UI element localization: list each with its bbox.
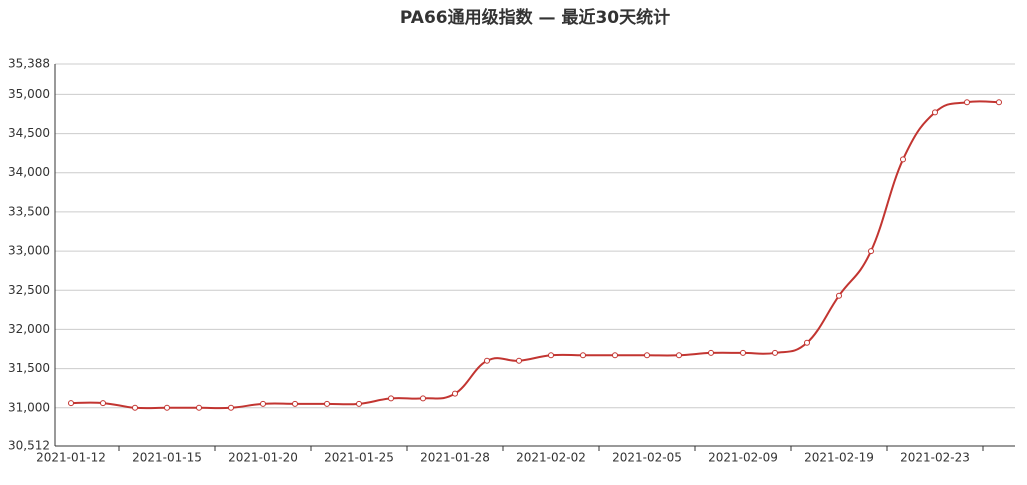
data-point (420, 395, 426, 402)
data-point (548, 352, 554, 359)
data-point (772, 349, 778, 356)
y-tick-label: 35,000 (8, 87, 50, 101)
series-line (70, 100, 1000, 410)
data-point (452, 390, 458, 397)
data-point (644, 352, 650, 359)
x-tick-label: 2021-01-20 (228, 451, 298, 465)
data-point (612, 352, 618, 359)
data-point (932, 109, 938, 116)
data-point (804, 339, 810, 346)
y-tick-label: 34,500 (8, 126, 50, 140)
x-tick-label: 2021-01-25 (324, 451, 394, 465)
y-tick-label: 32,000 (8, 322, 50, 336)
data-point (132, 404, 138, 411)
data-point (260, 400, 266, 407)
data-point (164, 404, 170, 411)
data-point (900, 156, 906, 163)
data-point (836, 292, 842, 299)
x-tick-label: 2021-02-02 (516, 451, 586, 465)
y-tick-label: 32,500 (8, 283, 50, 297)
data-point (996, 99, 1002, 106)
y-tick-label: 33,000 (8, 244, 50, 258)
x-tick-label: 2021-01-12 (36, 451, 106, 465)
y-tick-label: 31,000 (8, 400, 50, 414)
data-point (580, 352, 586, 359)
x-tick-label: 2021-02-23 (900, 451, 970, 465)
data-point (964, 99, 970, 106)
data-point (356, 400, 362, 407)
y-tick-label: 33,500 (8, 204, 50, 218)
data-point (100, 400, 106, 407)
data-point (196, 404, 202, 411)
x-tick-label: 2021-02-09 (708, 451, 778, 465)
y-tick-label: 34,000 (8, 165, 50, 179)
data-point (676, 352, 682, 359)
data-point (228, 404, 234, 411)
chart-title: PA66通用级指数 — 最近30天统计 (400, 7, 670, 28)
data-point (68, 400, 74, 407)
data-point (708, 349, 714, 356)
data-point (868, 248, 874, 255)
x-tick-label: 2021-01-15 (132, 451, 202, 465)
data-point (324, 400, 330, 407)
data-point (292, 400, 298, 407)
x-tick-label: 2021-01-28 (420, 451, 490, 465)
x-tick-label: 2021-02-05 (612, 451, 682, 465)
y-tick-label: 35,388 (8, 57, 50, 71)
y-tick-label: 30,512 (8, 439, 50, 453)
y-tick-label: 31,500 (8, 361, 50, 375)
data-point (484, 357, 490, 364)
data-point (740, 349, 746, 356)
x-tick-label: 2021-02-19 (804, 451, 874, 465)
data-point (516, 357, 522, 364)
data-point (388, 395, 394, 402)
